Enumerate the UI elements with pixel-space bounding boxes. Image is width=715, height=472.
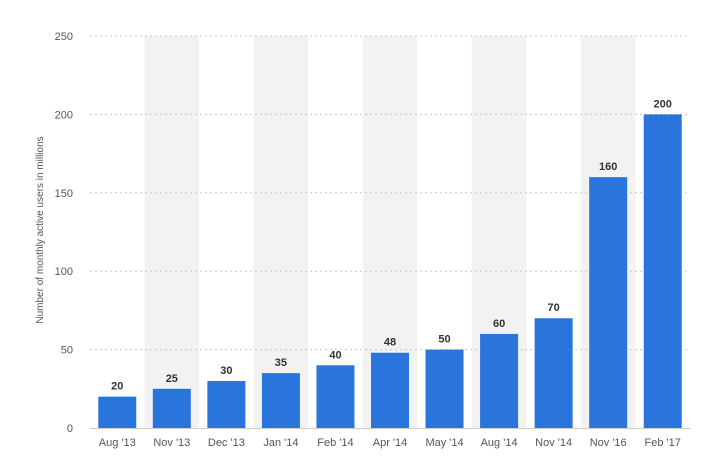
bar[interactable] (534, 318, 573, 428)
bar[interactable] (480, 333, 519, 428)
bar[interactable] (643, 114, 682, 429)
y-tick-label: 250 (55, 31, 73, 43)
y-tick-label: 200 (55, 109, 73, 121)
y-axis-label: Number of monthly active users in millio… (35, 136, 46, 323)
data-label: 40 (329, 349, 341, 361)
x-tick-label: Nov '13 (153, 437, 190, 449)
bar[interactable] (589, 177, 628, 428)
x-tick-label: Feb '14 (317, 437, 353, 449)
data-label: 160 (599, 161, 617, 173)
x-tick-label: May '14 (425, 437, 463, 449)
data-label: 200 (654, 98, 672, 110)
bar[interactable] (316, 365, 355, 428)
x-tick-label: Aug '14 (481, 437, 518, 449)
bar[interactable] (98, 396, 137, 428)
x-tick-label: Nov '16 (590, 437, 627, 449)
data-label: 20 (111, 381, 123, 393)
y-tick-label: 50 (61, 345, 73, 357)
x-axis-ticks: Aug '13 Nov '13 Dec '13 Jan '14 Feb '14 Apr '… (99, 437, 681, 449)
bar[interactable] (152, 388, 191, 428)
data-label: 35 (275, 357, 287, 369)
y-tick-label: 100 (55, 266, 73, 278)
bar[interactable] (425, 349, 464, 428)
x-tick-label: Feb '17 (645, 437, 681, 449)
bar[interactable] (261, 373, 300, 428)
data-label: 25 (166, 373, 178, 385)
background-band (144, 36, 200, 428)
x-tick-label: Aug '13 (99, 437, 136, 449)
x-tick-label: Apr '14 (373, 437, 408, 449)
data-label: 48 (384, 337, 396, 349)
x-tick-label: Jan '14 (263, 437, 298, 449)
data-label: 60 (493, 318, 505, 330)
y-tick-label: 0 (67, 423, 73, 435)
gridlines (90, 35, 690, 429)
background-band (253, 36, 309, 428)
y-tick-label: 150 (55, 188, 73, 200)
x-tick-label: Dec '13 (208, 437, 245, 449)
bar[interactable] (207, 380, 246, 428)
data-label: 30 (220, 365, 232, 377)
x-tick-label: Nov '14 (535, 437, 572, 449)
data-labels: 20 25 30 35 40 48 50 60 70 160 200 (111, 98, 672, 392)
data-label: 50 (438, 334, 450, 346)
bar[interactable] (371, 352, 409, 428)
data-label: 70 (548, 302, 560, 314)
bars (98, 114, 682, 429)
y-axis-ticks: 0 50 100 150 200 250 (55, 31, 73, 435)
